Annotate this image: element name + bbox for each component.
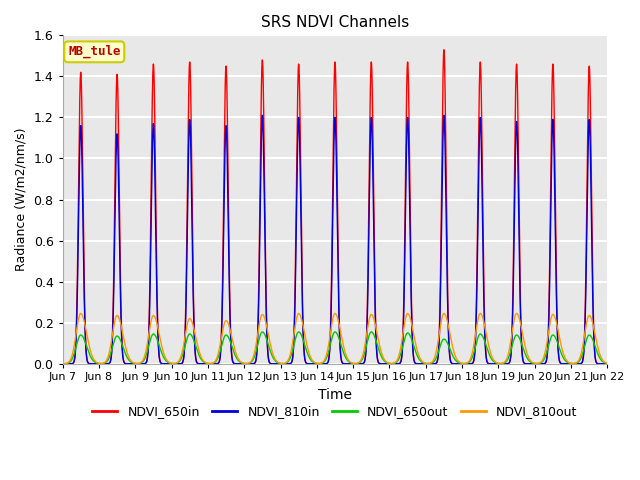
NDVI_650in xyxy=(596,361,604,367)
NDVI_810in xyxy=(59,361,67,367)
NDVI_650out xyxy=(604,360,611,366)
NDVI_650in xyxy=(59,361,67,367)
NDVI_650in xyxy=(602,361,610,367)
NDVI_810in xyxy=(304,361,312,367)
NDVI_810out xyxy=(547,315,555,321)
NDVI_810out xyxy=(532,360,540,366)
NDVI_650out xyxy=(602,360,610,366)
Y-axis label: Radiance (W/m2/nm/s): Radiance (W/m2/nm/s) xyxy=(15,128,28,271)
Legend: NDVI_650in, NDVI_810in, NDVI_650out, NDVI_810out: NDVI_650in, NDVI_810in, NDVI_650out, NDV… xyxy=(88,400,582,423)
NDVI_650out xyxy=(59,361,67,367)
NDVI_650in xyxy=(547,144,555,149)
Title: SRS NDVI Channels: SRS NDVI Channels xyxy=(261,15,409,30)
NDVI_810out xyxy=(59,361,67,367)
NDVI_810out xyxy=(604,360,611,366)
Line: NDVI_810in: NDVI_810in xyxy=(63,115,607,364)
NDVI_810out xyxy=(304,345,312,351)
Line: NDVI_810out: NDVI_810out xyxy=(63,313,607,364)
NDVI_810in xyxy=(596,361,604,367)
NDVI_650in xyxy=(532,361,540,367)
NDVI_650out xyxy=(547,334,555,340)
NDVI_650out xyxy=(259,329,266,335)
NDVI_650out xyxy=(596,355,604,361)
NDVI_810in xyxy=(440,112,448,118)
NDVI_650in xyxy=(440,47,448,53)
Line: NDVI_650in: NDVI_650in xyxy=(63,50,607,364)
NDVI_810out xyxy=(77,311,84,316)
Text: MB_tule: MB_tule xyxy=(68,45,120,59)
NDVI_810in xyxy=(406,242,414,248)
NDVI_810in xyxy=(602,361,610,367)
NDVI_650out xyxy=(304,351,312,357)
NDVI_810out xyxy=(602,360,610,366)
NDVI_650out xyxy=(406,333,414,339)
NDVI_810out xyxy=(406,315,414,321)
NDVI_650out xyxy=(532,360,540,366)
X-axis label: Time: Time xyxy=(318,388,352,402)
NDVI_810in xyxy=(604,361,611,367)
NDVI_810in xyxy=(547,184,555,190)
NDVI_810out xyxy=(596,352,604,358)
NDVI_810in xyxy=(532,361,540,367)
NDVI_650in xyxy=(304,361,312,367)
Line: NDVI_650out: NDVI_650out xyxy=(63,332,607,364)
NDVI_650in xyxy=(406,216,414,222)
NDVI_650in xyxy=(604,361,611,367)
